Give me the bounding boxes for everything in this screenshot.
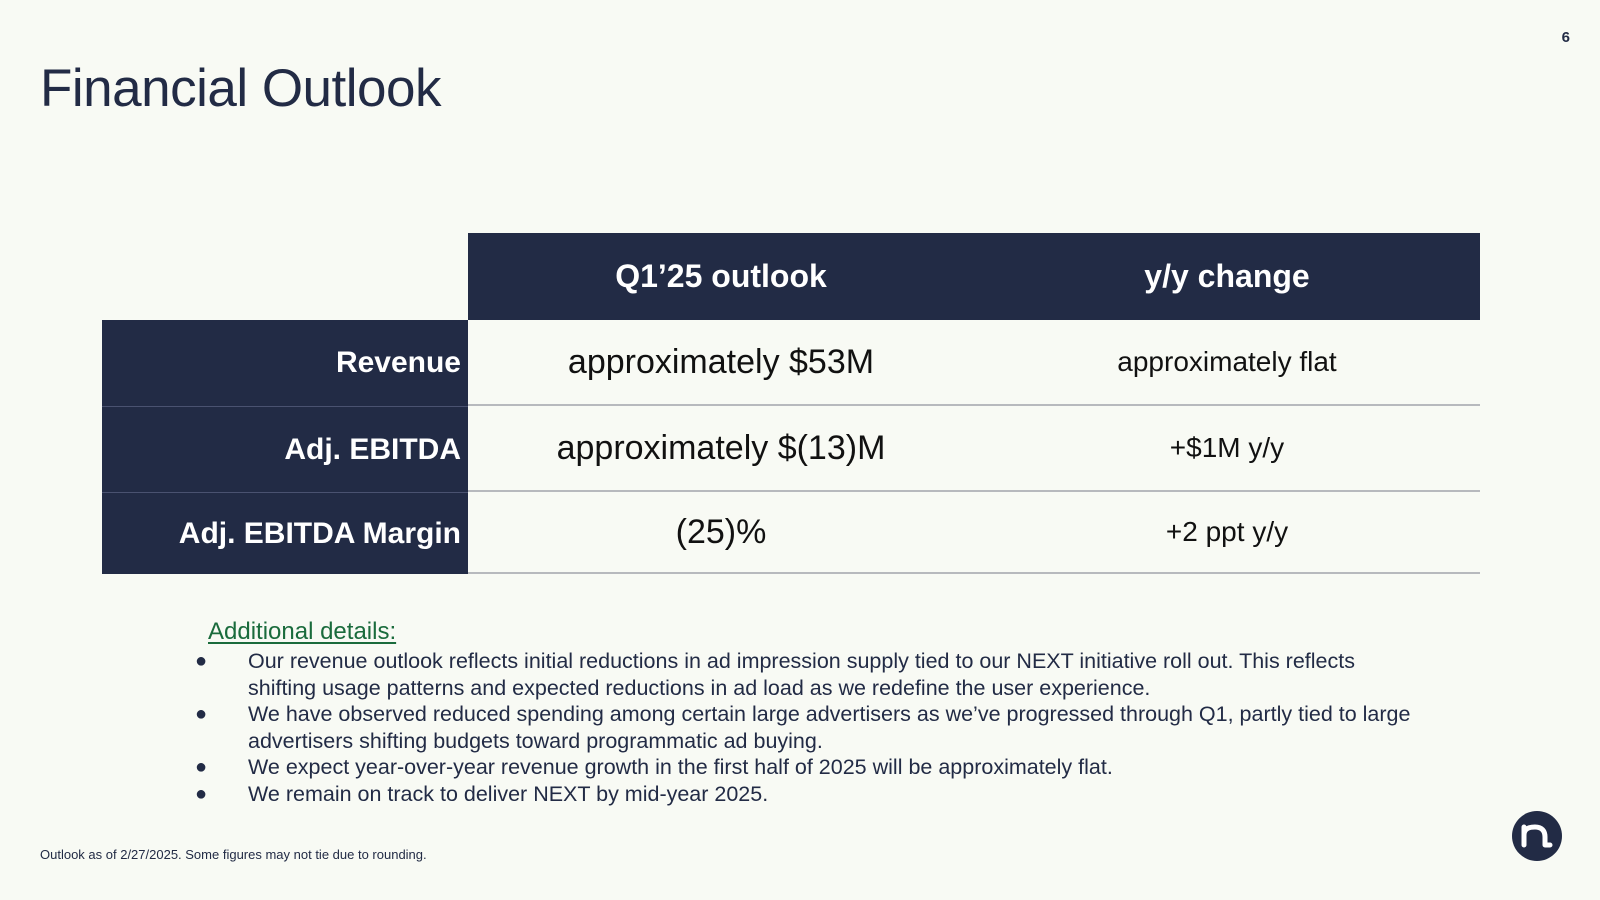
column-header-q1-outlook: Q1’25 outlook <box>468 233 974 320</box>
row-label-adj-ebitda-margin: Adj. EBITDA Margin <box>102 492 468 574</box>
table-row: Adj. EBITDA Margin (25)% +2 ppt y/y <box>102 492 1480 574</box>
outlook-table: Q1’25 outlook y/y change Revenue approxi… <box>102 233 1480 574</box>
table-row: Adj. EBITDA approximately $(13)M +$1M y/… <box>102 406 1480 492</box>
list-item-text: We expect year-over-year revenue growth … <box>248 755 1113 779</box>
list-item-text: We have observed reduced spending among … <box>248 702 1411 753</box>
adj-ebitda-margin-yy-change: +2 ppt y/y <box>974 492 1480 574</box>
list-item-text: Our revenue outlook reflects initial red… <box>248 649 1355 700</box>
adj-ebitda-q1-outlook: approximately $(13)M <box>468 406 974 492</box>
row-label-revenue: Revenue <box>102 320 468 406</box>
list-item: ● Our revenue outlook reflects initial re… <box>195 648 1425 701</box>
list-item: ● We have observed reduced spending among… <box>195 701 1425 754</box>
list-item: ● We remain on track to deliver NEXT by m… <box>195 781 1425 808</box>
bullet-icon: ● <box>195 650 208 672</box>
column-header-yy-change: y/y change <box>974 233 1480 320</box>
adj-ebitda-margin-q1-outlook: (25)% <box>468 492 974 574</box>
bullet-icon: ● <box>195 703 208 725</box>
table-header-row: Q1’25 outlook y/y change <box>102 233 1480 320</box>
additional-details: Additional details: ● Our revenue outlook… <box>195 618 1425 807</box>
adj-ebitda-yy-change: +$1M y/y <box>974 406 1480 492</box>
n-logo-glyph <box>1521 824 1553 848</box>
table-row: Revenue approximately $53M approximately… <box>102 320 1480 406</box>
list-item: ● We expect year-over-year revenue growth… <box>195 754 1425 781</box>
revenue-q1-outlook: approximately $53M <box>468 320 974 406</box>
bullet-icon: ● <box>195 782 208 805</box>
details-list: ● Our revenue outlook reflects initial re… <box>195 648 1425 807</box>
details-heading: Additional details: <box>208 618 397 645</box>
row-label-adj-ebitda: Adj. EBITDA <box>102 406 468 492</box>
list-item-text: We remain on track to deliver NEXT by mi… <box>248 781 769 806</box>
footnote: Outlook as of 2/27/2025. Some figures ma… <box>40 847 427 862</box>
n-logo-icon <box>1512 811 1562 861</box>
table-corner <box>102 233 468 320</box>
page-number: 6 <box>1561 29 1570 46</box>
bullet-icon: ● <box>195 756 208 778</box>
revenue-yy-change: approximately flat <box>974 320 1480 406</box>
page-title: Financial Outlook <box>40 59 441 118</box>
